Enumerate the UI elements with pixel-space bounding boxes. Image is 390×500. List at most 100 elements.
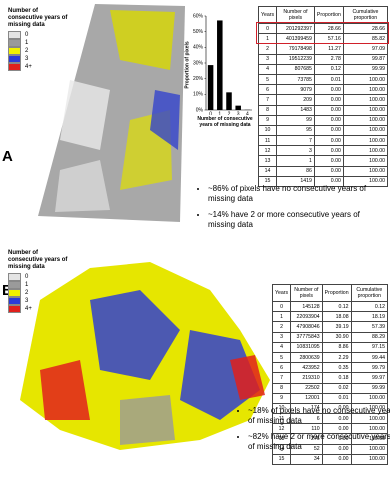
- legend-swatch: [8, 281, 21, 289]
- table-cell: 0.00: [313, 104, 344, 116]
- table-cell: 99.44: [350, 351, 389, 364]
- table-cell: 0.00: [313, 84, 344, 96]
- table-row: 1 22093904 18.08 18.19: [271, 311, 389, 323]
- table-cell: 100.00: [342, 104, 389, 116]
- legend-item: 1: [8, 281, 70, 289]
- legend-item: 0: [8, 31, 70, 39]
- bar: [235, 105, 241, 110]
- table-row: 13 1 0.00 100.00: [257, 155, 389, 167]
- x-tick-label: 1: [218, 111, 221, 115]
- table-cell: 97.09: [342, 43, 389, 55]
- table-cell: 100.00: [342, 175, 389, 188]
- table-row: 9 12001 0.01 100.00: [271, 392, 389, 404]
- table-cell: 2.29: [321, 351, 352, 364]
- x-axis-label: Number of consecutive years of missing d…: [197, 116, 253, 128]
- header-cell: Years: [257, 6, 278, 24]
- legend-item: 4+: [8, 305, 70, 313]
- table-cell: 99.79: [350, 362, 389, 374]
- table-row: 4 10831095 8.86 97.15: [271, 341, 389, 353]
- table-cell: 13: [257, 155, 278, 167]
- legend-swatch: [8, 47, 21, 55]
- legend: Number of consecutive years of missing d…: [6, 6, 72, 73]
- table-row: 8 22502 0.02 99.99: [271, 382, 389, 394]
- bullet-text: ~18% of pixels have no consecutive years…: [248, 406, 390, 426]
- table-cell: 1: [271, 311, 292, 323]
- table-cell: 2800639: [290, 351, 323, 364]
- x-tick-label: 3: [237, 111, 240, 115]
- bullets: ~86% of pixels have no consecutive years…: [196, 184, 388, 236]
- legend: Number of consecutive years of missing d…: [8, 250, 70, 313]
- table-cell: 423952: [290, 362, 323, 374]
- table-cell: 73785: [276, 73, 315, 86]
- table-cell: 0.18: [321, 372, 352, 384]
- panel-label: A: [2, 148, 13, 165]
- legend-title: Number of consecutive years of missing d…: [8, 8, 68, 28]
- table-cell: 99.99: [342, 63, 389, 75]
- table-cell: 99.87: [342, 53, 389, 65]
- table-row: 6 9079 0.00 100.00: [257, 84, 389, 96]
- table-cell: 5: [271, 351, 292, 364]
- table-cell: 12: [257, 145, 278, 157]
- table-cell: 1: [276, 155, 315, 167]
- table-cell: 807685: [276, 63, 315, 75]
- map-a-patch: [60, 80, 110, 150]
- legend-item: 2: [8, 47, 70, 55]
- y-axis-label: Proportion of pixels: [184, 41, 190, 88]
- table-cell: 3: [271, 331, 292, 343]
- table-cell: 11: [257, 135, 278, 147]
- x-tick-label: 2: [228, 111, 231, 115]
- table-row: 3 37775843 30.90 88.29: [271, 331, 389, 343]
- bullet-text: ~14% have 2 or more consecutive years of…: [208, 210, 388, 230]
- legend-swatch: [8, 297, 21, 305]
- table-row: 9 99 0.00 100.00: [257, 114, 389, 126]
- bullet-text: ~86% of pixels have no consecutive years…: [208, 184, 388, 204]
- table-cell: 4: [257, 63, 278, 75]
- table-row: 11 7 0.00 100.00: [257, 135, 389, 147]
- legend-label: 0: [25, 274, 29, 280]
- y-tick-label: 10%: [193, 92, 204, 98]
- legend-swatch: [8, 289, 21, 297]
- table-cell: 100.00: [342, 94, 389, 106]
- panel-label: B: [2, 282, 13, 299]
- table-row: 15 1419 0.00 100.00: [257, 175, 389, 188]
- table-cell: 100.00: [342, 114, 389, 126]
- x-tick-label: 4: [246, 111, 249, 115]
- table-cell: 100.00: [342, 84, 389, 96]
- legend-title: Number of consecutive years of missing d…: [8, 250, 68, 270]
- table-cell: 10831095: [290, 341, 323, 353]
- table-cell: 0.00: [313, 124, 344, 137]
- legend-swatch: [8, 63, 21, 71]
- table-cell: 99: [276, 114, 315, 126]
- table-row: 2 47908046 39.19 57.39: [271, 321, 389, 333]
- table-cell: 0: [271, 300, 292, 313]
- legend-item: 1: [8, 39, 70, 47]
- bullet-text: ~82% have 2 or more consecutive years of…: [248, 432, 390, 452]
- header-row: Years Number of pixels Proportion Cumulativ…: [257, 6, 389, 24]
- bar: [217, 20, 223, 110]
- table-cell: 219310: [290, 372, 323, 384]
- legend-swatch: [8, 39, 21, 47]
- table-cell: 22093904: [290, 311, 323, 323]
- table-row: 7 209 0.00 100.00: [257, 94, 389, 106]
- table-cell: 100.00: [342, 135, 389, 147]
- table-row: 5 73785 0.01 100.00: [257, 73, 389, 86]
- table: Years Number of pixels Proportion Cumulativ…: [271, 284, 389, 466]
- y-tick-label: 30%: [193, 60, 204, 66]
- table-cell: 0.00: [313, 94, 344, 106]
- legend-item: 3: [8, 297, 70, 305]
- header-cell: Cumulative proportion: [350, 284, 389, 302]
- table-row: 10 95 0.00 100.00: [257, 124, 389, 137]
- map-b-patch: [40, 360, 90, 420]
- legend-item: 0: [8, 273, 70, 281]
- table-cell: 2.78: [313, 53, 344, 65]
- table-cell: 4: [271, 341, 292, 353]
- legend-label: 1: [25, 40, 29, 46]
- table-cell: 2: [257, 43, 278, 55]
- header-cell: Proportion: [321, 284, 352, 302]
- table-cell: 100.00: [342, 165, 389, 177]
- table-cell: 18.08: [321, 311, 352, 323]
- legend-item: 4+: [8, 63, 70, 71]
- map-b-patch: [230, 355, 265, 400]
